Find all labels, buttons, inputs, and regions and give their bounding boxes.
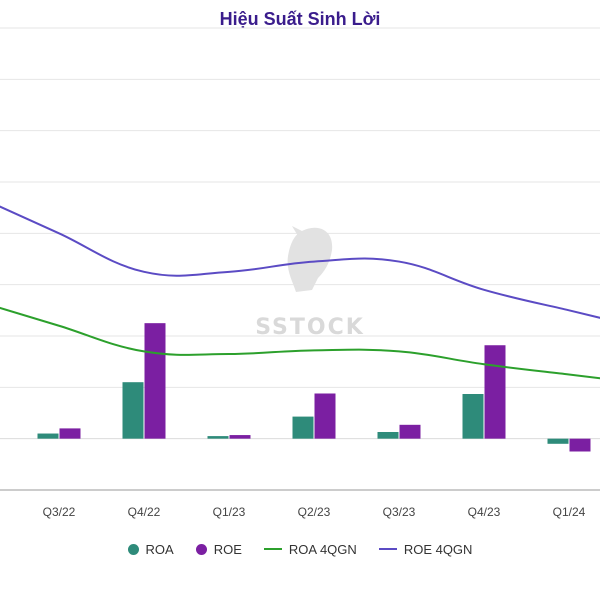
x-tick-label: Q3/22	[43, 505, 76, 519]
x-tick-label: Q1/24	[553, 505, 586, 519]
x-axis-labels: Q3/22 Q4/22 Q1/23 Q2/23 Q3/23 Q4/23 Q1/24	[43, 505, 586, 519]
bar-roe-q4-22	[144, 323, 166, 439]
bar-roa-q4-22	[122, 382, 144, 439]
x-tick-label: Q1/23	[213, 505, 246, 519]
bar-roe-q1-24	[569, 438, 591, 452]
bar-roe-q4-23	[484, 345, 506, 439]
legend-label: ROE 4QGN	[403, 541, 473, 557]
legend-item-roe-4qgn[interactable]: ROE 4QGN	[378, 541, 473, 557]
bar-roa-q3-23	[377, 431, 399, 439]
legend: ROA ROE ROA 4QGN ROE 4QGN	[0, 539, 600, 559]
horse-head-icon	[287, 226, 333, 292]
bar-roa-q1-24	[547, 438, 569, 444]
chart-title: Hiệu Suất Sinh Lời	[219, 9, 381, 29]
line-roa-4qgn	[0, 306, 600, 380]
legend-item-roa-4qgn[interactable]: ROA 4QGN	[263, 541, 357, 557]
legend-dot-icon	[195, 543, 207, 555]
x-tick-label: Q4/23	[468, 505, 501, 519]
legend-dot-icon	[127, 543, 139, 555]
legend-label: ROE	[213, 541, 242, 557]
line-roe-4qgn	[0, 205, 600, 319]
legend-item-roa[interactable]: ROA	[127, 541, 174, 557]
bar-roa-q2-23	[292, 416, 314, 439]
legend-label: ROA 4QGN	[288, 541, 357, 557]
x-tick-label: Q3/23	[383, 505, 416, 519]
watermark-logo: SSTOCK	[255, 226, 365, 340]
x-tick-label: Q2/23	[298, 505, 331, 519]
bars-layer	[37, 323, 591, 452]
bar-roa-q1-23	[207, 436, 229, 439]
legend-line-icon	[263, 548, 282, 550]
legend-item-roe[interactable]: ROE	[195, 541, 242, 557]
bar-roe-q3-22	[59, 428, 81, 439]
x-tick-label: Q4/22	[128, 505, 161, 519]
bar-roe-q2-23	[314, 393, 336, 439]
legend-line-icon	[378, 548, 397, 550]
bar-roa-q3-22	[37, 433, 59, 439]
legend-label: ROA	[145, 541, 174, 557]
bar-roa-q4-23	[462, 394, 484, 439]
bar-roe-q1-23	[229, 435, 251, 439]
bar-roe-q3-23	[399, 424, 421, 439]
watermark-text: SSTOCK	[255, 315, 365, 340]
lines-layer	[0, 205, 600, 380]
